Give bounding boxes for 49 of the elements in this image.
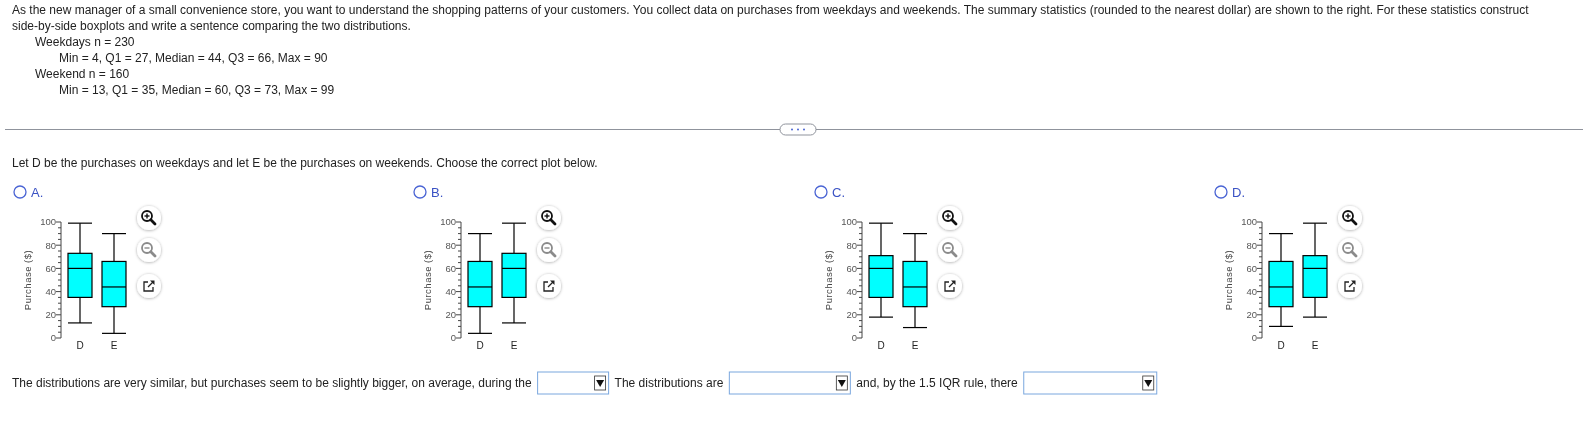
y-axis-title: Purchase ($) <box>22 249 33 311</box>
x-tick-label: D <box>877 340 885 351</box>
y-tick-label: 100 <box>440 216 456 228</box>
text: As the new manager of a small convenience store, you want to understand the shopping patterns of your customers. You collect data on purchases from weekdays and weekends. The summary statistics (rounded to the nearest dollar) are shown to the right. For these statistics construct side-by-side boxplots and write a sentence comparing the two distributions. <box>12 3 1530 33</box>
chart-title: A. <box>31 184 44 200</box>
y-tick-label: 0 <box>450 332 456 344</box>
text: Weekdays n = 230 <box>35 35 135 49</box>
x-tick-label: D <box>76 340 84 351</box>
y-tick-label: 60 <box>45 262 56 274</box>
y-tick-label: 60 <box>846 262 857 274</box>
chart-title: C. <box>832 184 845 200</box>
y-tick-label: 20 <box>846 309 857 321</box>
text: The distributions are very similar, but purchases seem to be slightly bigger, on average, during the <box>12 376 532 390</box>
chart-title: B. <box>431 184 444 200</box>
y-axis-title: Purchase ($) <box>823 249 834 311</box>
y-tick-label: 100 <box>40 216 56 228</box>
x-tick-label: E <box>110 340 118 351</box>
y-tick-label: 20 <box>445 309 456 321</box>
y-tick-label: 0 <box>1251 332 1257 344</box>
y-tick-label: 0 <box>50 332 56 344</box>
x-tick-label: E <box>911 340 919 351</box>
y-tick-label: 60 <box>1246 262 1257 274</box>
x-tick-label: E <box>510 340 518 351</box>
y-tick-label: 80 <box>45 239 56 251</box>
y-axis-title: Purchase ($) <box>1223 249 1234 311</box>
y-tick-label: 40 <box>846 285 857 297</box>
y-tick-label: 100 <box>1241 216 1257 228</box>
x-tick-label: D <box>1277 340 1285 351</box>
y-tick-label: 80 <box>846 239 857 251</box>
text: Min = 13, Q1 = 35, Median = 60, Q3 = 73, Max = 99 <box>59 83 335 97</box>
text: Let D be the purchases on weekdays and let E be the purchases on weekends. Choose the correct plot below. <box>12 156 598 170</box>
text: Min = 4, Q1 = 27, Median = 44, Q3 = 66, Max = 90 <box>59 51 328 65</box>
x-tick-label: D <box>476 340 484 351</box>
y-tick-label: 40 <box>445 285 456 297</box>
text: and, by the 1.5 IQR rule, there <box>856 376 1019 390</box>
text: Weekend n = 160 <box>35 67 130 81</box>
y-tick-label: 40 <box>1246 285 1257 297</box>
chart-title: D. <box>1232 184 1245 200</box>
y-tick-label: 40 <box>45 285 56 297</box>
y-tick-label: 60 <box>445 262 456 274</box>
y-tick-label: 80 <box>1246 239 1257 251</box>
text: The distributions are <box>614 376 724 390</box>
x-tick-label: E <box>1311 340 1319 351</box>
y-tick-label: 20 <box>1246 309 1257 321</box>
y-tick-label: 0 <box>851 332 857 344</box>
y-tick-label: 20 <box>45 309 56 321</box>
y-axis-title: Purchase ($) <box>422 249 433 311</box>
y-tick-label: 100 <box>841 216 857 228</box>
y-tick-label: 80 <box>445 239 456 251</box>
